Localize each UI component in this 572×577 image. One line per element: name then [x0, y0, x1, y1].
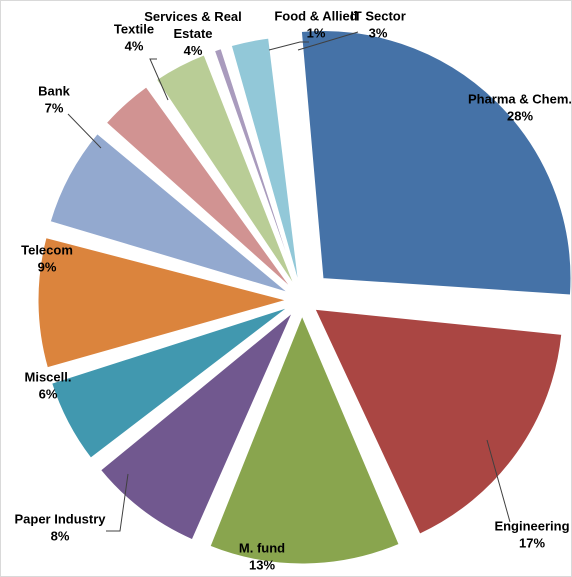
pie-slice-paper-industry — [99, 312, 293, 541]
slice-label-value: 4% — [184, 43, 203, 58]
slice-label: Pharma & Chem. 28% — [468, 92, 572, 124]
pie-slice-m-fund — [209, 314, 400, 565]
leader-line — [106, 473, 129, 532]
slice-label-value: 1% — [307, 26, 326, 41]
slice-label: Services & Real Estate 4% — [144, 9, 242, 58]
slice-label-value: 3% — [369, 26, 388, 41]
pie-slice-bank — [49, 132, 289, 293]
labels-layer: Pharma & Chem. 28% Engineering 17% M. fund 13… — [14, 9, 572, 573]
slice-label-value: 9% — [38, 260, 57, 275]
pie-slice-pharma-chem — [300, 30, 572, 296]
slices-layer — [37, 30, 572, 565]
slice-label: Miscell. 6% — [25, 370, 72, 402]
slice-label: Telecom 9% — [21, 243, 73, 275]
slice-label-name: Engineering — [494, 519, 569, 534]
slice-label-name: IT Sector — [350, 9, 406, 24]
slice-label-value: 7% — [45, 101, 64, 116]
slice-label-name: Miscell. — [25, 370, 72, 385]
pie-slice-textile — [105, 86, 292, 289]
slice-label: Bank 7% — [38, 84, 71, 116]
leader-line — [67, 113, 102, 149]
slice-label-name: Textile — [114, 22, 154, 37]
slice-label: Paper Industry 8% — [14, 512, 106, 544]
slice-label: Textile 4% — [114, 22, 154, 54]
slice-label-value: 28% — [507, 109, 533, 124]
slice-label: Food & Allied 1% — [274, 9, 357, 41]
leader-line — [486, 439, 511, 523]
slice-label-value: 8% — [51, 529, 70, 544]
slice-label-name: Estate — [173, 26, 212, 41]
slice-label-name: Pharma & Chem. — [468, 92, 572, 107]
slice-label-name: Paper Industry — [14, 512, 106, 527]
leader-line — [268, 41, 309, 51]
slice-label-value: 6% — [39, 387, 58, 402]
slice-label-value: 4% — [125, 39, 144, 54]
slice-label-value: 17% — [519, 536, 545, 551]
slice-label: M. fund 13% — [239, 541, 285, 573]
slice-label-name: Telecom — [21, 243, 73, 258]
leader-line — [149, 58, 169, 101]
pie-slice-miscell — [51, 306, 289, 459]
slice-label-value: 13% — [249, 558, 275, 573]
leaders-layer — [67, 31, 511, 532]
pie-slice-telecom — [37, 237, 288, 369]
slice-label-name: Food & Allied — [274, 9, 357, 24]
slice-label: IT Sector 3% — [350, 9, 406, 41]
slice-label: Engineering 17% — [494, 519, 569, 551]
pie-slice-engineering — [314, 308, 563, 535]
leader-line — [297, 31, 359, 51]
pie-slice-food-allied — [213, 48, 298, 286]
slice-label-name: M. fund — [239, 541, 285, 556]
slice-label-name: Bank — [38, 84, 71, 99]
slice-label-name: Services & Real — [144, 9, 242, 24]
pie-slice-it-sector — [230, 37, 300, 285]
pie-slice-services-real-estate — [155, 54, 296, 287]
